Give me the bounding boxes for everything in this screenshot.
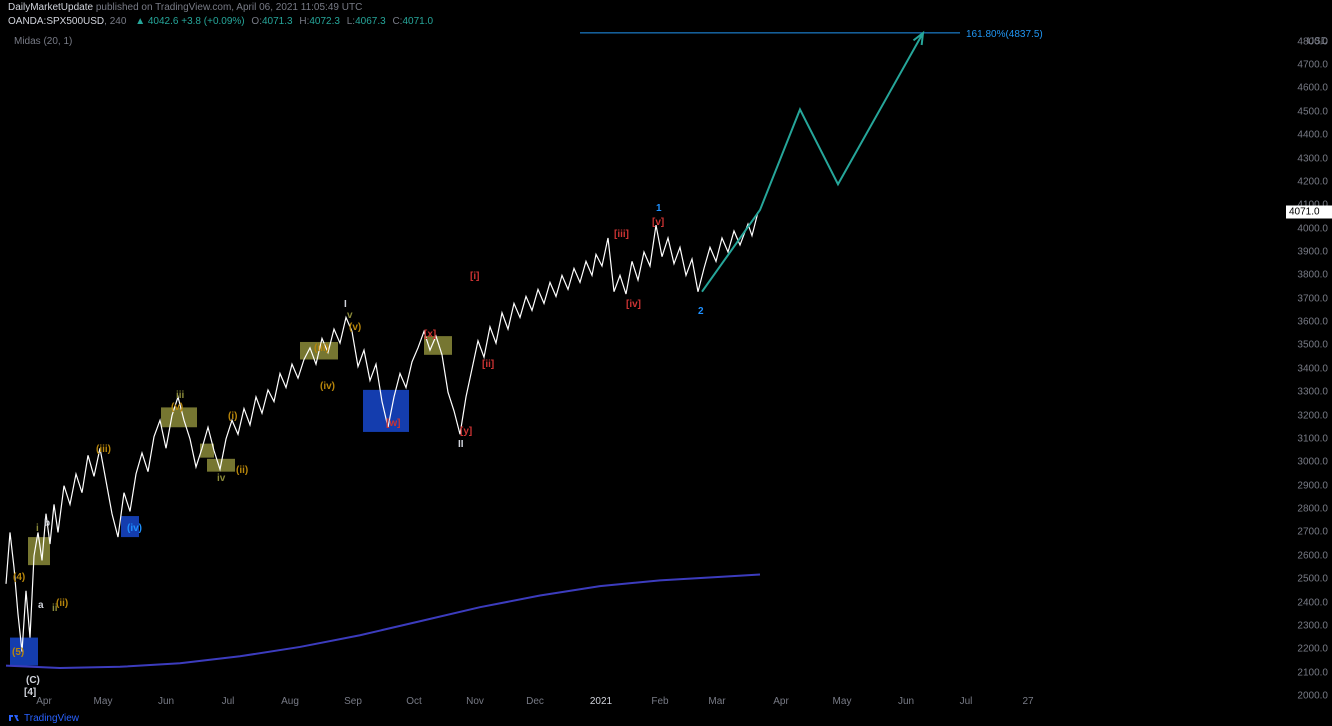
y-tick: 2600.0 (1297, 550, 1328, 561)
footer: TradingView (0, 710, 1332, 726)
ohlc-h: 4072.3 (309, 16, 340, 27)
wave-label: a (38, 600, 44, 611)
tradingview-icon (8, 712, 20, 724)
header-bar: DailyMarketUpdate published on TradingVi… (0, 0, 1332, 16)
symbol: OANDA:SPX500USD (8, 16, 104, 27)
x-tick: Jun (158, 696, 174, 707)
wave-label: [x] (424, 329, 436, 340)
y-tick: 3200.0 (1297, 410, 1328, 421)
y-tick: 2200.0 (1297, 644, 1328, 655)
wave-label: (v) (171, 402, 183, 413)
wave-label: [w] (386, 418, 400, 429)
wave-label: [y] (460, 426, 472, 437)
x-tick: Mar (708, 696, 725, 707)
x-tick: May (94, 696, 113, 707)
y-tick: 4000.0 (1297, 223, 1328, 234)
wave-label: iv (217, 473, 225, 484)
last-price: 4042.6 (148, 16, 179, 27)
y-tick: 4600.0 (1297, 83, 1328, 94)
y-tick: 4200.0 (1297, 176, 1328, 187)
y-tick: 3500.0 (1297, 340, 1328, 351)
wave-label: [iv] (626, 299, 641, 310)
wave-label: (iv) (320, 381, 335, 392)
wave-label: i (36, 523, 39, 534)
wave-label: iii (176, 390, 184, 401)
footer-brand: TradingView (24, 713, 79, 724)
change-pct: (+0.09%) (204, 16, 245, 27)
y-tick: 4400.0 (1297, 130, 1328, 141)
wave-label: (iii) (96, 444, 111, 455)
x-tick: Sep (344, 696, 362, 707)
y-tick: 4300.0 (1297, 153, 1328, 164)
y-tick: 3600.0 (1297, 317, 1328, 328)
x-tick: Jul (222, 696, 235, 707)
y-tick: 2000.0 (1297, 691, 1328, 702)
y-tick: 3100.0 (1297, 433, 1328, 444)
x-tick: Apr (773, 696, 789, 707)
x-tick: Nov (466, 696, 484, 707)
x-tick: Jun (898, 696, 914, 707)
y-tick: 3900.0 (1297, 247, 1328, 258)
wave-label: [v] (652, 217, 664, 228)
x-tick: Feb (651, 696, 668, 707)
x-tick: 27 (1022, 696, 1033, 707)
wave-label: (iii) (314, 343, 329, 354)
wave-label: (v) (349, 322, 361, 333)
y-tick: 2700.0 (1297, 527, 1328, 538)
wave-label: (5) (12, 647, 24, 658)
wave-label: 2 (698, 306, 704, 317)
x-tick: Apr (36, 696, 52, 707)
ticker-bar: OANDA:SPX500USD, 240 ▲ 4042.6 +3.8 (+0.0… (0, 16, 1332, 30)
x-tick: Oct (406, 696, 422, 707)
y-tick: 2500.0 (1297, 574, 1328, 585)
wave-label: (ii) (56, 598, 68, 609)
wave-label: (ii) (236, 465, 248, 476)
y-tick: 3300.0 (1297, 387, 1328, 398)
y-axis[interactable]: USD 2000.02100.02200.02300.02400.02500.0… (1284, 30, 1332, 696)
interval: , 240 (104, 16, 126, 27)
y-tick: 3000.0 (1297, 457, 1328, 468)
x-axis[interactable]: Apr May Jun Jul Aug Sep Oct Nov Dec 2021 Feb Mar Apr… (0, 696, 1284, 710)
current-price-tag: 4071.0 (1286, 206, 1332, 219)
ohlc-l: 4067.3 (355, 16, 386, 27)
chart-svg: 161.80%(4837.5) (0, 30, 1284, 696)
wave-label: b (44, 518, 50, 529)
wave-label: (iv) (127, 523, 142, 534)
wave-label: (i) (228, 411, 237, 422)
wave-label: [iii] (614, 229, 629, 240)
wave-label: (4) (13, 572, 25, 583)
y-tick: 4700.0 (1297, 60, 1328, 71)
y-tick: 2900.0 (1297, 480, 1328, 491)
publisher-name: DailyMarketUpdate (8, 2, 93, 13)
wave-label: [i] (470, 271, 479, 282)
wave-label: II (458, 439, 464, 450)
x-tick: Dec (526, 696, 544, 707)
wave-label: v (347, 310, 353, 321)
y-tick: 3800.0 (1297, 270, 1328, 281)
x-tick: Jul (960, 696, 973, 707)
x-tick: Aug (281, 696, 299, 707)
y-tick: 2400.0 (1297, 597, 1328, 608)
y-tick: 2800.0 (1297, 504, 1328, 515)
x-tick: May (833, 696, 852, 707)
wave-label: [ii] (482, 359, 494, 370)
svg-text:161.80%(4837.5): 161.80%(4837.5) (966, 30, 1043, 40)
y-tick: 4800.0 (1297, 36, 1328, 47)
y-tick: 3700.0 (1297, 293, 1328, 304)
y-tick: 2300.0 (1297, 620, 1328, 631)
y-tick: 3400.0 (1297, 363, 1328, 374)
y-tick: 4500.0 (1297, 106, 1328, 117)
wave-label: 1 (656, 203, 662, 214)
x-tick: 2021 (590, 696, 612, 707)
ohlc-c: 4071.0 (402, 16, 433, 27)
wave-label: I (344, 299, 347, 310)
wave-label: (C) (26, 675, 40, 686)
publish-info: published on TradingView.com, April 06, … (93, 2, 362, 13)
change: +3.8 (181, 16, 201, 27)
y-tick: 2100.0 (1297, 667, 1328, 678)
ohlc-o: 4071.3 (262, 16, 293, 27)
chart-area[interactable]: 161.80%(4837.5) (4)(5)(C)[4]ibaii(ii)(ii… (0, 30, 1284, 696)
